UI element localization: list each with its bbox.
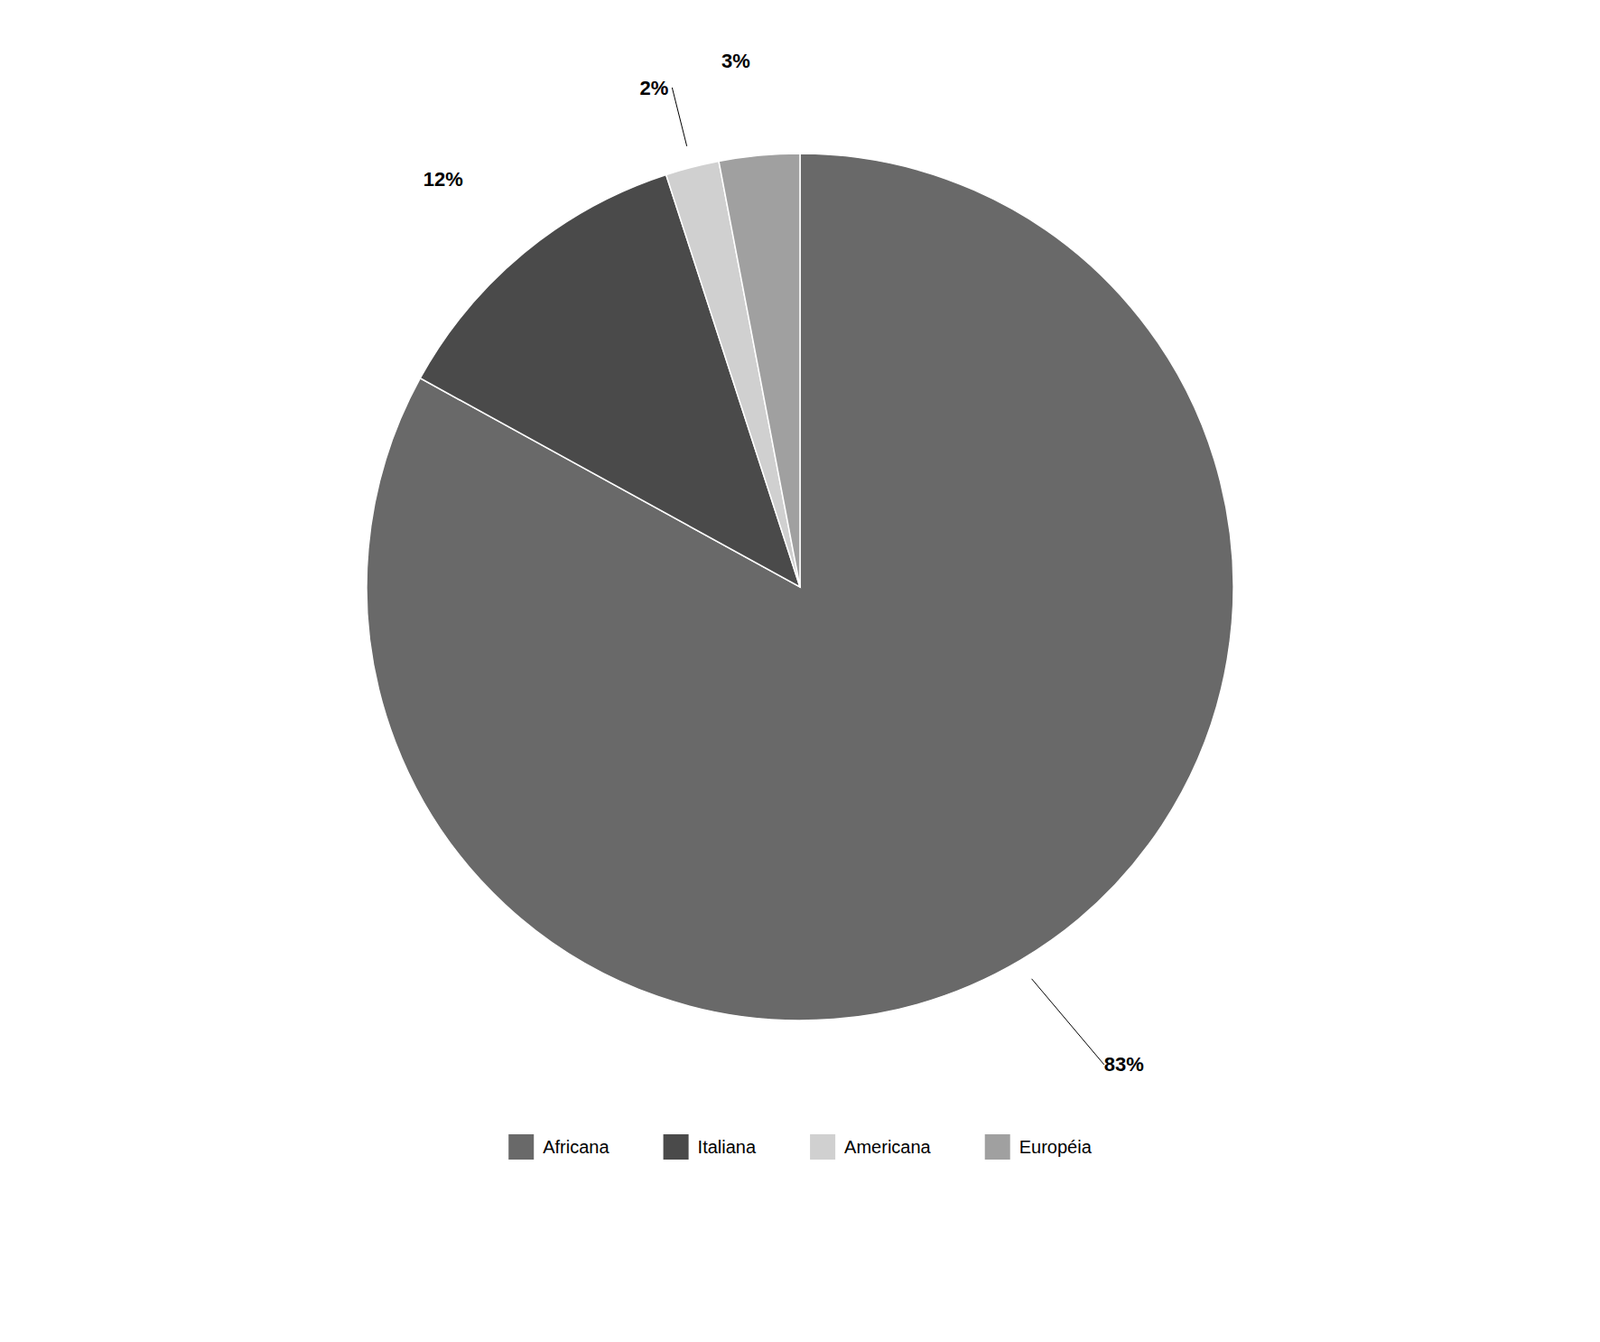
legend-label: Africana bbox=[542, 1136, 610, 1157]
data-label: 2% bbox=[640, 75, 670, 99]
pie-slice bbox=[366, 153, 1234, 1021]
legend-swatch bbox=[663, 1134, 689, 1160]
data-label: 83% bbox=[1104, 1052, 1145, 1076]
legend-label: Americana bbox=[844, 1136, 931, 1157]
legend-item: Européia bbox=[985, 1134, 1093, 1160]
legend-swatch bbox=[508, 1134, 534, 1160]
legend-swatch bbox=[809, 1134, 836, 1160]
legend: Africana Italiana Americana Européia bbox=[508, 1134, 1092, 1160]
legend-label: Européia bbox=[1019, 1136, 1093, 1157]
leader-line bbox=[1032, 978, 1105, 1065]
data-label: 3% bbox=[721, 48, 751, 72]
legend-label: Italiana bbox=[697, 1136, 757, 1157]
legend-item: Americana bbox=[809, 1134, 931, 1160]
leader-line bbox=[671, 87, 687, 147]
data-label: 12% bbox=[423, 167, 464, 191]
pie-slice bbox=[718, 153, 800, 587]
legend-item: Africana bbox=[508, 1134, 610, 1160]
pie-group: 83% 12% 2% 3% bbox=[366, 48, 1234, 1076]
legend-item: Italiana bbox=[663, 1134, 757, 1160]
chart-svg: 83% 12% 2% 3% Africana Italiana Americana Europ… bbox=[0, 0, 1600, 1342]
legend-swatch bbox=[985, 1134, 1011, 1160]
